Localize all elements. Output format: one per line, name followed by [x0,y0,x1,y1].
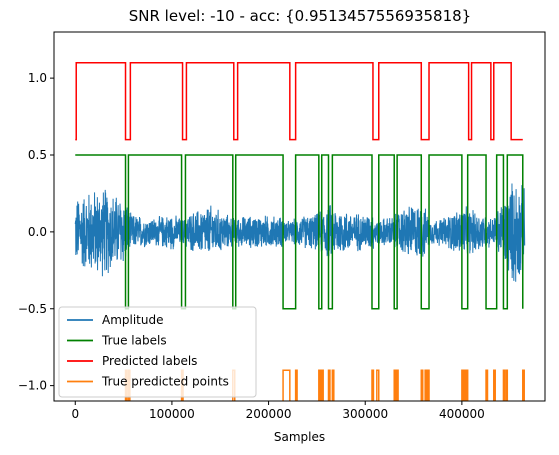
pulse-true-predicted-points-17 [462,370,463,401]
pulse-true-predicted-points-13 [397,370,398,401]
y-tick-label: −0.5 [18,302,47,316]
y-tick-label: 1.0 [28,71,47,85]
pulse-true-predicted-points-6 [319,370,320,401]
pulse-true-predicted-points-15 [425,370,426,401]
series-amplitude [75,183,524,281]
pulse-true-predicted-points-4 [283,370,290,401]
pulse-true-predicted-points-21 [494,370,495,401]
legend: Amplitude True labels Predicted labels True… [59,307,256,397]
pulse-true-predicted-points-19 [466,370,467,401]
y-tick-label: −1.0 [18,379,47,393]
x-tick-label: 200000 [246,407,292,421]
legend-label-predicted-labels: Predicted labels [102,354,197,368]
pulse-true-predicted-points-5 [296,370,297,401]
pulse-true-predicted-points-22 [503,370,504,401]
chart-title: SNR level: -10 - acc: {0.951345755693581… [129,7,471,25]
y-axis: −1.0 −0.5 0.0 0.5 1.0 [18,71,54,393]
x-axis-label: Samples [274,430,325,444]
pulse-true-predicted-points-14 [421,370,422,401]
pulse-true-predicted-points-12 [394,370,395,401]
x-tick-label: 300000 [342,407,388,421]
x-axis: 0 100000 200000 300000 400000 [71,401,484,421]
series-predicted-labels [75,63,523,140]
legend-label-amplitude: Amplitude [102,313,164,327]
x-tick-label: 100000 [149,407,195,421]
pulse-true-predicted-points-10 [372,370,373,401]
pulse-true-predicted-points-7 [322,370,323,401]
pulse-true-predicted-points-11 [377,370,379,401]
x-tick-label: 0 [71,407,79,421]
pulse-true-predicted-points-16 [428,370,429,401]
pulse-true-predicted-points-18 [464,370,465,401]
pulse-true-predicted-points-24 [523,370,524,401]
y-tick-label: 0.0 [28,225,47,239]
pulse-true-predicted-points-23 [506,370,507,401]
pulse-true-predicted-points-9 [332,370,333,401]
pulse-true-predicted-points-8 [329,370,330,401]
y-tick-label: 0.5 [28,148,47,162]
legend-label-true-predicted-points: True predicted points [101,375,229,389]
x-tick-label: 400000 [439,407,485,421]
pulse-true-predicted-points-20 [486,370,487,401]
legend-label-true-labels: True labels [101,334,167,348]
